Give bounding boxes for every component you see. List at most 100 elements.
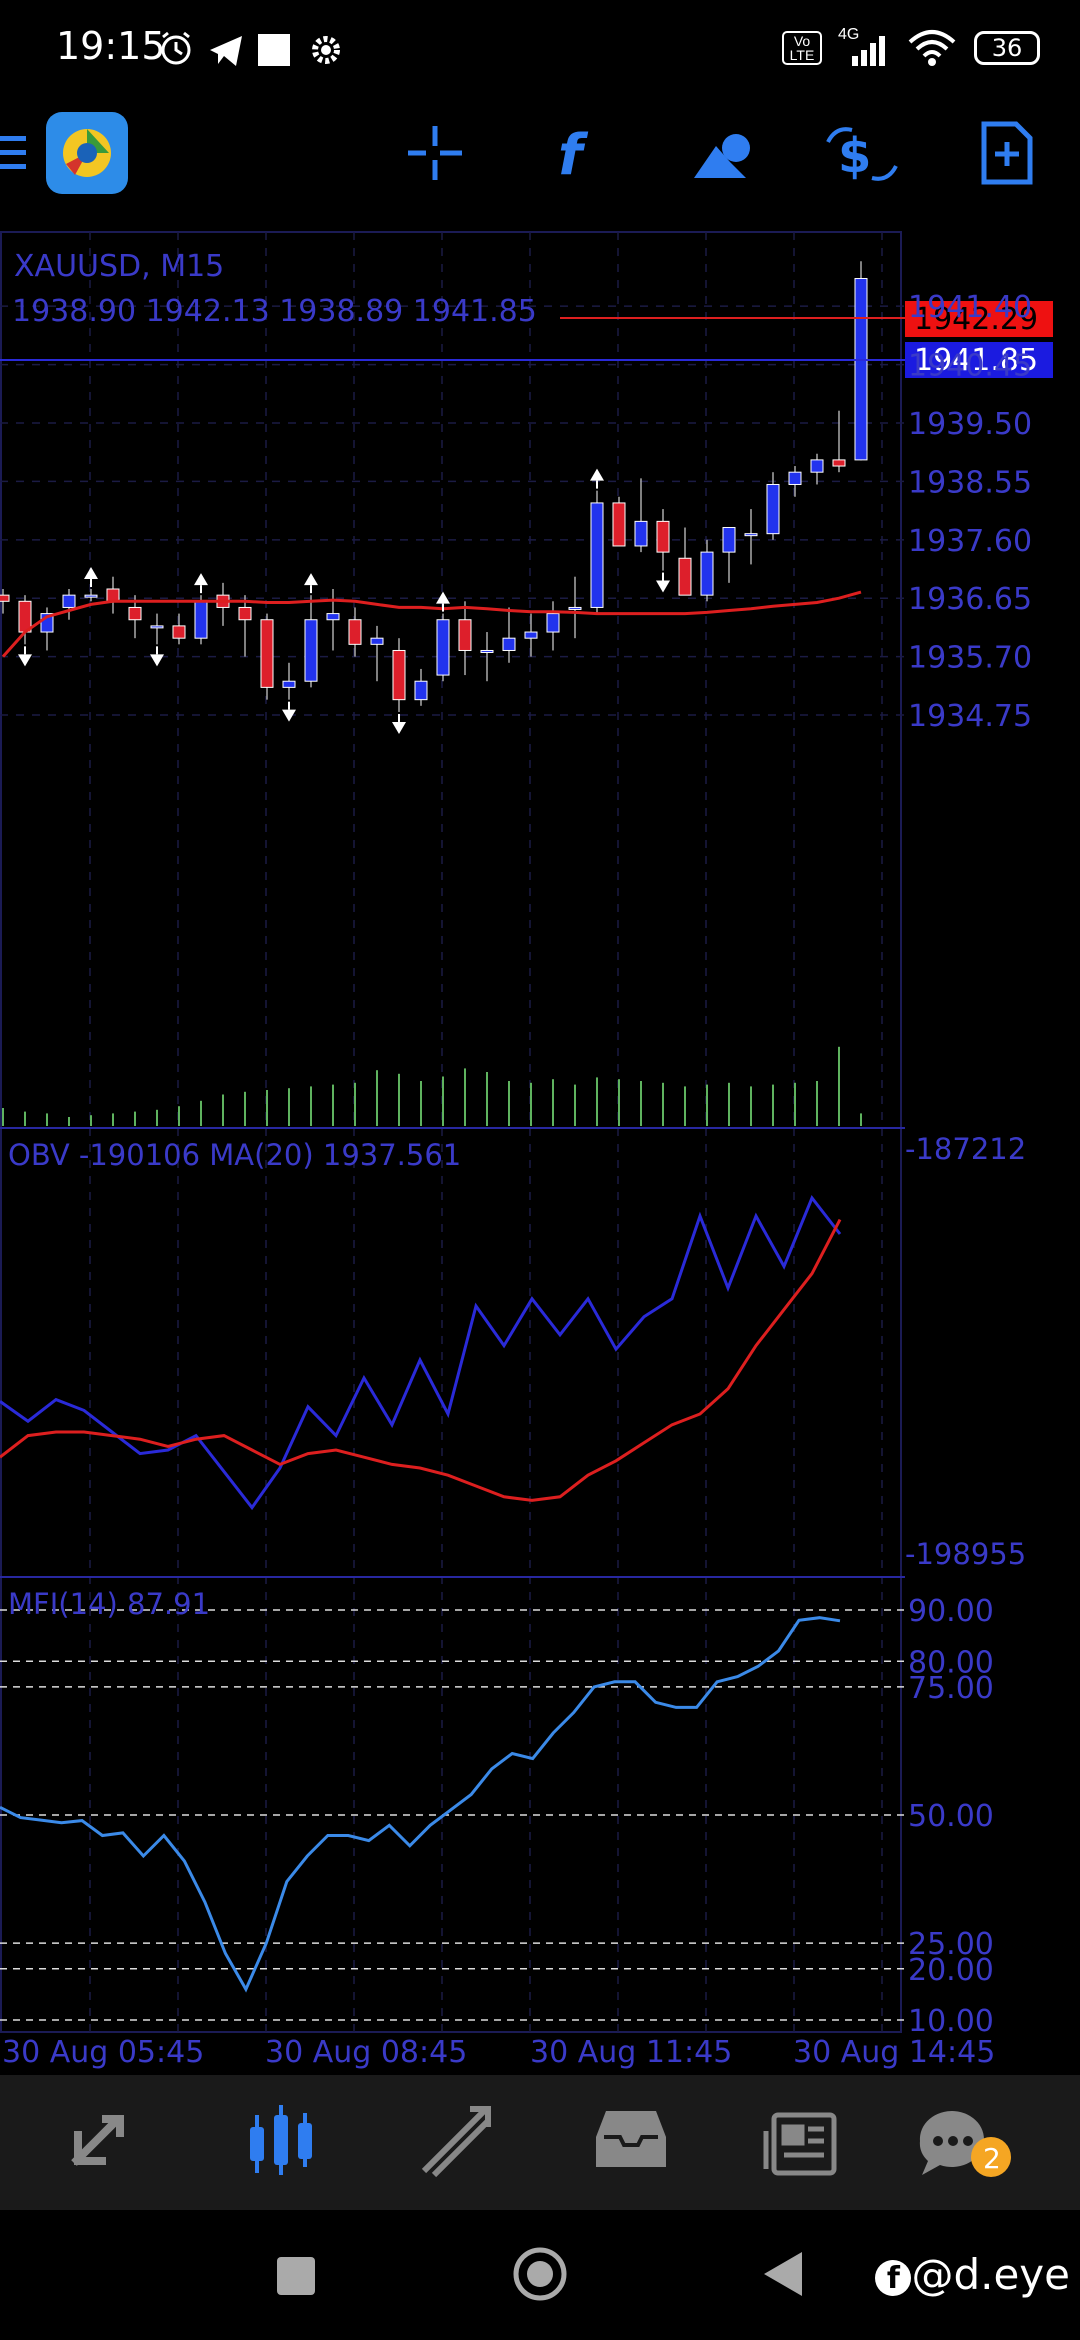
candle-body (502, 637, 516, 651)
candle-body (744, 533, 758, 537)
candle-body (392, 649, 406, 701)
candle-body (304, 619, 318, 682)
candle-body (62, 594, 76, 608)
candle-body (238, 606, 252, 621)
time-axis: 30 Aug 05:45 30 Aug 08:45 30 Aug 11:45 30 A… (2, 2035, 995, 2070)
dollar-trade-icon[interactable]: $ (826, 127, 898, 184)
bid-price-badge (905, 342, 1053, 378)
candle-body (766, 483, 780, 535)
app-logo-icon[interactable] (46, 112, 128, 194)
signal-icon (852, 36, 885, 66)
fractal-down-arrow (18, 654, 32, 667)
watermark: f @d.eye (875, 2250, 1070, 2299)
price-tick-label: 1941.40 (908, 290, 1032, 325)
candle-body (436, 619, 450, 676)
fractal-up-arrow (590, 468, 604, 481)
price-tick-label: 1939.50 (908, 407, 1032, 442)
messages-badge-count: 2 (983, 2142, 1001, 2175)
price-tick-label: 1940.45 (908, 349, 1032, 384)
clock: 19:15 (56, 24, 166, 68)
indicator-f-icon[interactable]: f (558, 123, 589, 188)
candle-body (634, 520, 648, 547)
notification-square-icon (258, 34, 290, 66)
mfi-level-label: 75.00 (908, 1671, 994, 1706)
history-tab[interactable] (596, 2111, 666, 2167)
network-type: 4G (838, 26, 890, 68)
candle-body (788, 471, 802, 485)
chart-area[interactable]: XAUUSD, M15 1938.90 1942.13 1938.89 1941… (0, 220, 1080, 2075)
mfi-line (0, 1616, 841, 1993)
quotes-tab[interactable] (71, 2115, 124, 2166)
candle-body (810, 459, 824, 473)
candle-body (480, 649, 494, 653)
obv-top-value: -187212 (905, 1132, 1026, 1166)
alarm-icon (161, 31, 191, 65)
volume-bars (2, 1046, 862, 1126)
ohlc-label: 1938.90 1942.13 1938.89 1941.85 (12, 294, 537, 329)
candle-body (722, 527, 736, 553)
price-tick-label: 1936.65 (908, 582, 1032, 617)
candle-body (546, 613, 560, 633)
trade-tab[interactable] (421, 2106, 491, 2178)
messages-badge (971, 2137, 1011, 2177)
candle-body (326, 613, 340, 621)
candle-body (590, 502, 604, 608)
candle-body (282, 680, 296, 688)
messages-tab[interactable]: 2 (919, 2111, 1011, 2177)
candle-body (568, 606, 582, 610)
moving-average-line (1, 590, 862, 658)
fractal-up-arrow (84, 567, 98, 579)
bottom-navigation: 2 (0, 2075, 1080, 2210)
candle-body (832, 459, 846, 467)
back-button[interactable] (764, 2252, 802, 2296)
obv-line (0, 1195, 842, 1511)
candle-body (260, 619, 274, 688)
fractal-up-arrow (194, 573, 208, 586)
svg-text:f: f (558, 123, 589, 188)
candle-body (194, 600, 208, 639)
mfi-level-label: 10.00 (908, 2004, 994, 2039)
fractal-down-arrow (150, 654, 164, 667)
new-order-icon[interactable] (981, 121, 1033, 185)
obv-bottom-value: -198955 (905, 1537, 1026, 1571)
time-tick-label: 30 Aug 08:45 (265, 2035, 467, 2070)
chart-grid (0, 232, 905, 2032)
news-tab[interactable] (763, 2112, 837, 2176)
svg-text:$: $ (838, 128, 871, 184)
fractal-down-arrow (656, 580, 670, 593)
price-tick-label: 1938.55 (908, 465, 1032, 500)
volte-icon: Vo LTE (782, 31, 822, 65)
chart-frame (0, 231, 902, 2033)
time-tick-label: 30 Aug 05:45 (2, 2035, 204, 2070)
time-tick-label: 30 Aug 11:45 (530, 2035, 732, 2070)
chart-tab[interactable] (250, 2105, 312, 2175)
home-button[interactable] (513, 2247, 567, 2301)
candle-body (656, 520, 670, 553)
candle-body (612, 502, 626, 547)
candle-body (84, 594, 98, 598)
ask-price-badge (905, 301, 1053, 337)
ask-price: 1942.29 (914, 302, 1038, 337)
crosshair-icon[interactable] (408, 126, 462, 180)
price-tick-label: 1935.70 (908, 641, 1032, 676)
recents-button[interactable] (277, 2257, 315, 2295)
candle-body (128, 606, 142, 621)
obv-label: OBV -190106 MA(20) 1937.561 (8, 1138, 461, 1172)
wifi-icon (908, 30, 956, 66)
candle-body (700, 551, 714, 596)
status-icons-left (161, 31, 340, 66)
menu-icon[interactable] (0, 136, 26, 169)
fractal-down-arrow (392, 721, 406, 734)
symbol-label: XAUUSD, M15 (14, 249, 224, 284)
price-axis: 1941.40 1940.45 1939.50 1938.55 1937.60 1936.… (908, 290, 1032, 734)
status-bar: 19:15 Vo LTE 4G (0, 0, 1080, 96)
facebook-icon: f (875, 2259, 912, 2296)
candle-body (0, 594, 10, 602)
objects-icon[interactable] (694, 134, 750, 178)
fractal-up-arrow (304, 573, 318, 586)
battery-indicator: 36 (974, 31, 1040, 65)
chart-toolbar: f $ (0, 112, 1033, 194)
candle-body (348, 619, 362, 645)
mfi-level-label: 20.00 (908, 1953, 994, 1988)
